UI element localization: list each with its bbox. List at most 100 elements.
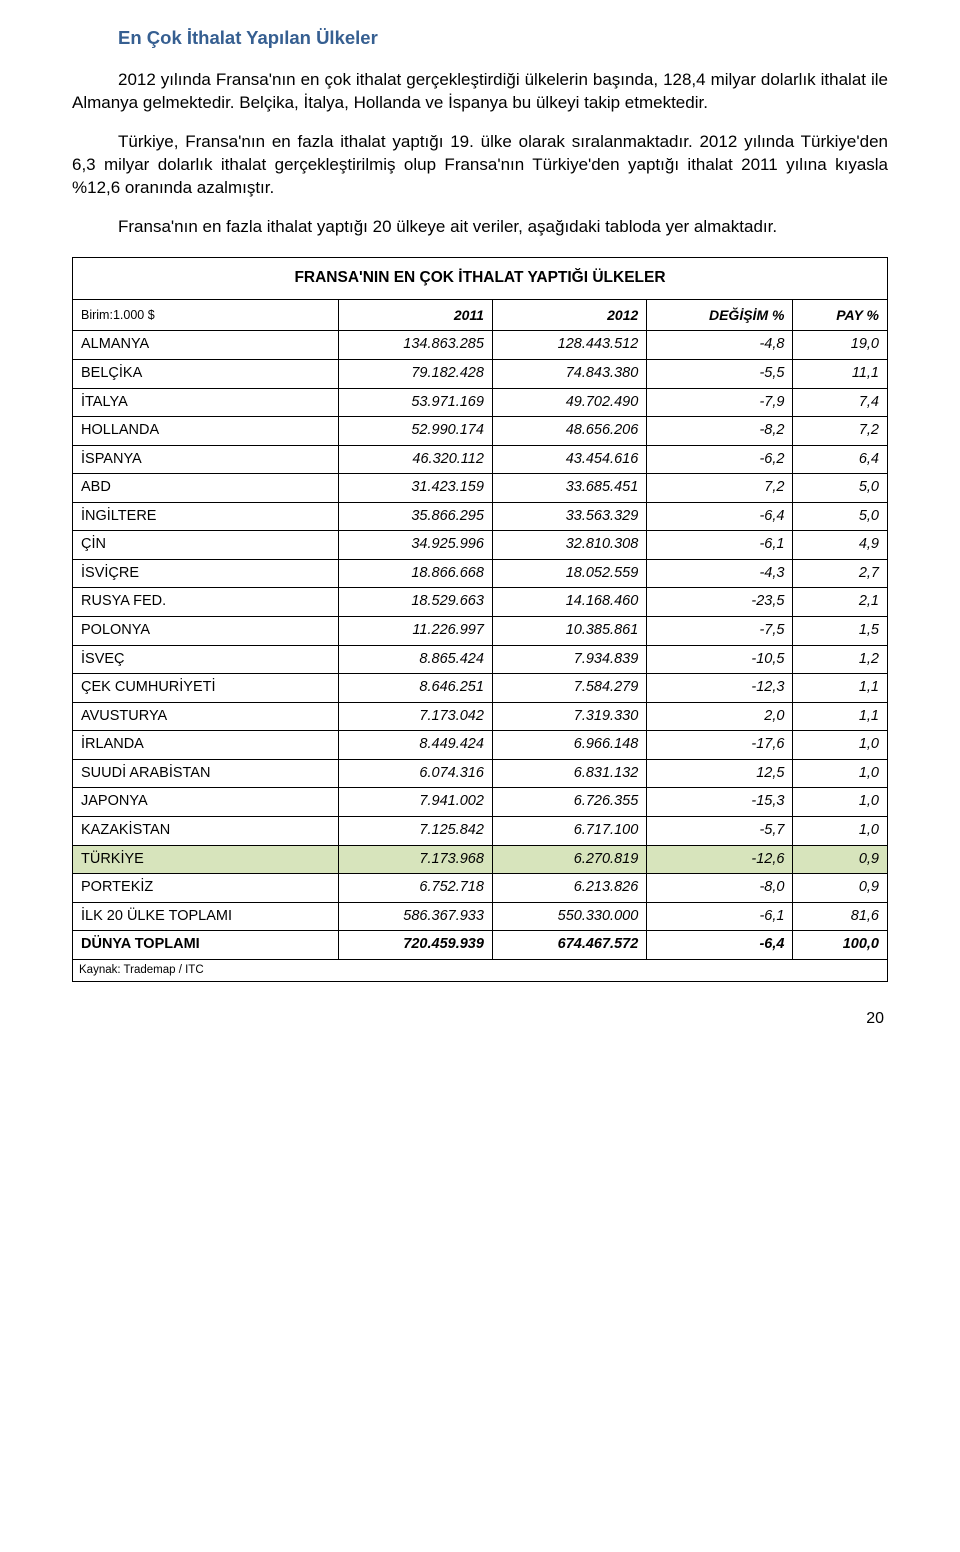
cell-country: ÇİN [73, 531, 339, 560]
cell-country: ALMANYA [73, 331, 339, 360]
cell-change: -6,1 [647, 531, 793, 560]
table-row: İSPANYA46.320.11243.454.616-6,26,4 [73, 445, 888, 474]
cell-change: -6,4 [647, 931, 793, 960]
table-row: İNGİLTERE35.866.29533.563.329-6,45,0 [73, 502, 888, 531]
cell-2011: 7.173.968 [338, 845, 492, 874]
cell-2011: 18.529.663 [338, 588, 492, 617]
cell-change: 2,0 [647, 702, 793, 731]
cell-2012: 7.584.279 [492, 674, 646, 703]
cell-share: 1,0 [793, 759, 888, 788]
col-change: DEĞİŞİM % [647, 299, 793, 331]
cell-country: ABD [73, 474, 339, 503]
cell-share: 81,6 [793, 902, 888, 931]
table-row: KAZAKİSTAN7.125.8426.717.100-5,71,0 [73, 816, 888, 845]
cell-share: 11,1 [793, 359, 888, 388]
table-title: FRANSA'NIN EN ÇOK İTHALAT YAPTIĞI ÜLKELE… [73, 257, 888, 299]
cell-share: 5,0 [793, 474, 888, 503]
cell-2011: 720.459.939 [338, 931, 492, 960]
cell-2011: 46.320.112 [338, 445, 492, 474]
cell-2011: 8.449.424 [338, 731, 492, 760]
cell-2012: 43.454.616 [492, 445, 646, 474]
cell-share: 1,1 [793, 674, 888, 703]
cell-change: -5,7 [647, 816, 793, 845]
cell-change: 12,5 [647, 759, 793, 788]
cell-2012: 14.168.460 [492, 588, 646, 617]
cell-2011: 6.074.316 [338, 759, 492, 788]
cell-2012: 6.966.148 [492, 731, 646, 760]
cell-country: İSVİÇRE [73, 559, 339, 588]
cell-change: -8,2 [647, 417, 793, 446]
cell-country: HOLLANDA [73, 417, 339, 446]
cell-2011: 79.182.428 [338, 359, 492, 388]
table-row: ÇEK CUMHURİYETİ8.646.2517.584.279-12,31,… [73, 674, 888, 703]
cell-share: 2,1 [793, 588, 888, 617]
cell-2012: 7.934.839 [492, 645, 646, 674]
paragraph-2: Türkiye, Fransa'nın en fazla ithalat yap… [72, 131, 888, 200]
import-table-container: FRANSA'NIN EN ÇOK İTHALAT YAPTIĞI ÜLKELE… [72, 257, 888, 983]
cell-change: -10,5 [647, 645, 793, 674]
cell-2011: 7.941.002 [338, 788, 492, 817]
cell-2011: 53.971.169 [338, 388, 492, 417]
cell-share: 19,0 [793, 331, 888, 360]
cell-country: İSVEÇ [73, 645, 339, 674]
cell-change: -5,5 [647, 359, 793, 388]
cell-2012: 18.052.559 [492, 559, 646, 588]
cell-share: 2,7 [793, 559, 888, 588]
cell-2011: 134.863.285 [338, 331, 492, 360]
cell-country: İRLANDA [73, 731, 339, 760]
cell-share: 1,0 [793, 816, 888, 845]
cell-change: -15,3 [647, 788, 793, 817]
cell-2012: 6.270.819 [492, 845, 646, 874]
cell-share: 7,4 [793, 388, 888, 417]
cell-2011: 8.646.251 [338, 674, 492, 703]
cell-country: DÜNYA TOPLAMI [73, 931, 339, 960]
table-row: ABD31.423.15933.685.4517,25,0 [73, 474, 888, 503]
cell-share: 0,9 [793, 845, 888, 874]
cell-share: 100,0 [793, 931, 888, 960]
cell-country: PORTEKİZ [73, 874, 339, 903]
cell-change: -6,4 [647, 502, 793, 531]
cell-2012: 32.810.308 [492, 531, 646, 560]
cell-country: KAZAKİSTAN [73, 816, 339, 845]
cell-change: -6,2 [647, 445, 793, 474]
table-total-row: DÜNYA TOPLAMI720.459.939674.467.572-6,41… [73, 931, 888, 960]
cell-change: -7,5 [647, 617, 793, 646]
cell-share: 6,4 [793, 445, 888, 474]
cell-2011: 31.423.159 [338, 474, 492, 503]
cell-2011: 34.925.996 [338, 531, 492, 560]
col-2011: 2011 [338, 299, 492, 331]
table-row: ALMANYA134.863.285128.443.512-4,819,0 [73, 331, 888, 360]
table-source: Kaynak: Trademap / ITC [73, 959, 888, 982]
cell-change: -8,0 [647, 874, 793, 903]
cell-2012: 10.385.861 [492, 617, 646, 646]
cell-share: 1,0 [793, 731, 888, 760]
table-row: AVUSTURYA7.173.0427.319.3302,01,1 [73, 702, 888, 731]
cell-2011: 11.226.997 [338, 617, 492, 646]
table-row: İLK 20 ÜLKE TOPLAMI586.367.933550.330.00… [73, 902, 888, 931]
cell-change: -17,6 [647, 731, 793, 760]
table-row: İRLANDA8.449.4246.966.148-17,61,0 [73, 731, 888, 760]
unit-label: Birim:1.000 $ [73, 299, 339, 331]
cell-2012: 49.702.490 [492, 388, 646, 417]
table-row: İSVİÇRE18.866.66818.052.559-4,32,7 [73, 559, 888, 588]
cell-2012: 674.467.572 [492, 931, 646, 960]
cell-2012: 128.443.512 [492, 331, 646, 360]
table-row: TÜRKİYE7.173.9686.270.819-12,60,9 [73, 845, 888, 874]
table-row: JAPONYA7.941.0026.726.355-15,31,0 [73, 788, 888, 817]
page-number: 20 [72, 1008, 888, 1030]
cell-2011: 586.367.933 [338, 902, 492, 931]
col-2012: 2012 [492, 299, 646, 331]
table-row: İTALYA53.971.16949.702.490-7,97,4 [73, 388, 888, 417]
cell-2012: 550.330.000 [492, 902, 646, 931]
cell-country: İSPANYA [73, 445, 339, 474]
cell-share: 1,0 [793, 788, 888, 817]
cell-2011: 8.865.424 [338, 645, 492, 674]
table-row: HOLLANDA52.990.17448.656.206-8,27,2 [73, 417, 888, 446]
import-table: FRANSA'NIN EN ÇOK İTHALAT YAPTIĞI ÜLKELE… [72, 257, 888, 983]
cell-2012: 6.213.826 [492, 874, 646, 903]
cell-2012: 48.656.206 [492, 417, 646, 446]
cell-share: 5,0 [793, 502, 888, 531]
cell-country: AVUSTURYA [73, 702, 339, 731]
cell-2011: 7.173.042 [338, 702, 492, 731]
paragraph-3: Fransa'nın en fazla ithalat yaptığı 20 ü… [72, 216, 888, 239]
